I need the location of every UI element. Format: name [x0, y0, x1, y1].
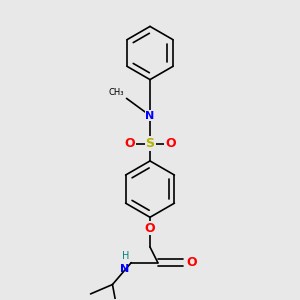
- Text: O: O: [124, 137, 135, 150]
- Text: CH₃: CH₃: [109, 88, 124, 97]
- Text: N: N: [146, 111, 154, 121]
- Text: O: O: [145, 222, 155, 235]
- Text: S: S: [146, 137, 154, 150]
- Text: O: O: [187, 256, 197, 269]
- Text: H: H: [122, 251, 130, 261]
- Text: O: O: [165, 137, 175, 150]
- Text: N: N: [120, 264, 130, 274]
